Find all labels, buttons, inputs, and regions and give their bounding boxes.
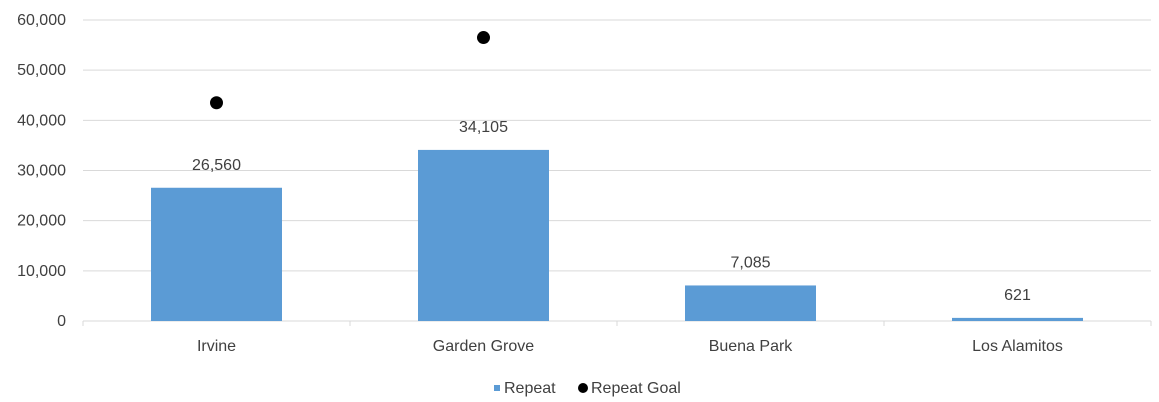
x-category-label: Irvine	[197, 338, 236, 355]
bar-repeat	[418, 149, 549, 321]
y-axis: 0 10,000 20,000 30,000 40,000 50,000 60,000	[17, 12, 66, 330]
legend-swatch-repeat	[494, 385, 500, 391]
y-tick-label: 20,000	[17, 213, 66, 230]
y-tick-label: 30,000	[17, 163, 66, 180]
x-category-label: Los Alamitos	[972, 338, 1063, 355]
y-tick-label: 40,000	[17, 112, 66, 129]
x-axis: Irvine Garden Grove Buena Park Los Alamitos	[82, 320, 1152, 355]
bar-repeat	[151, 187, 282, 321]
y-tick-label: 60,000	[17, 12, 66, 29]
bar-data-label: 7,085	[730, 254, 770, 271]
bar-repeat	[952, 317, 1083, 321]
legend-label-repeat-goal: Repeat Goal	[591, 380, 681, 397]
legend-label-repeat: Repeat	[504, 380, 556, 397]
x-category-label: Buena Park	[709, 338, 794, 355]
marker-repeat-goal	[210, 96, 223, 110]
bar-data-label: 34,105	[459, 119, 508, 136]
marker-series-repeat-goal	[210, 31, 490, 110]
legend-swatch-repeat-goal	[578, 383, 588, 393]
bar-data-label: 26,560	[192, 157, 241, 174]
legend: Repeat Repeat Goal	[494, 380, 681, 397]
bar-series-repeat	[151, 149, 1083, 321]
y-tick-label: 10,000	[17, 263, 66, 280]
y-tick-label: 0	[57, 313, 66, 330]
bar-repeat	[685, 285, 816, 321]
y-tick-label: 50,000	[17, 62, 66, 79]
x-category-label: Garden Grove	[433, 338, 534, 355]
data-labels: 26,560 34,105 7,085 621	[192, 119, 1031, 304]
marker-repeat-goal	[477, 31, 490, 45]
bar-data-label: 621	[1004, 287, 1031, 304]
